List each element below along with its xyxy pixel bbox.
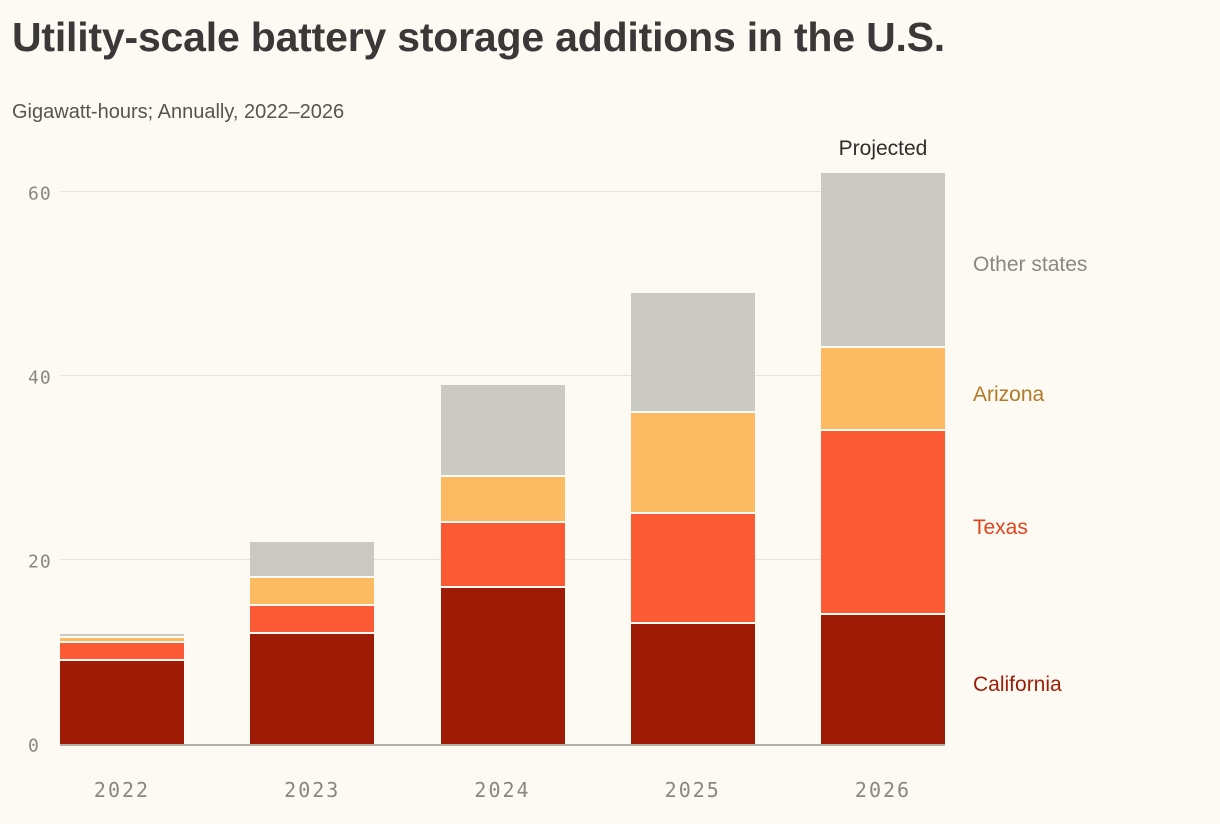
bar-segment-arizona-2025 bbox=[630, 412, 755, 514]
bar-column-2022 bbox=[60, 166, 184, 744]
bar-segment-texas-2022 bbox=[60, 642, 184, 662]
bar-segment-california-2026 bbox=[821, 615, 945, 744]
bar-segment-arizona-2023 bbox=[250, 578, 375, 606]
x-axis: 2022 2023 2024 2025 2026 bbox=[60, 778, 945, 802]
bars-row: Projected bbox=[60, 137, 945, 744]
chart-subtitle: Gigawatt-hours; Annually, 2022–2026 bbox=[12, 101, 345, 123]
bar-segment-arizona-2024 bbox=[440, 477, 565, 524]
bar-stack-2024 bbox=[440, 384, 565, 744]
x-tick-label-2025: 2025 bbox=[664, 778, 721, 802]
x-tick-label-2024: 2024 bbox=[474, 778, 531, 802]
bar-stack-2026 bbox=[821, 173, 945, 744]
bar-segment-arizona-2026 bbox=[821, 348, 945, 431]
bar-segment-texas-2026 bbox=[821, 431, 945, 616]
chart-title: Utility-scale battery storage additions … bbox=[12, 14, 946, 60]
legend: Other states Arizona Texas California bbox=[973, 150, 1208, 800]
x-tick-label-2023: 2023 bbox=[284, 778, 341, 802]
bar-segment-california-2024 bbox=[440, 587, 565, 744]
legend-label-california: California bbox=[973, 673, 1062, 696]
y-tick-label-40: 40 bbox=[28, 367, 52, 389]
bar-segment-texas-2025 bbox=[630, 513, 755, 625]
annotation-projected: Projected bbox=[838, 137, 928, 161]
bar-segment-texas-2023 bbox=[250, 605, 375, 634]
bar-segment-other-states-2025 bbox=[630, 292, 755, 413]
bar-segment-arizona-2022 bbox=[60, 638, 184, 643]
chart-area: Projected 0 20 40 60 2022 2023 2024 2025 2026 O… bbox=[10, 137, 1210, 810]
x-tick-label-2026: 2026 bbox=[854, 778, 912, 802]
bar-column-2025 bbox=[630, 166, 755, 744]
bar-segment-california-2022 bbox=[60, 661, 184, 744]
bar-stack-2022 bbox=[60, 633, 184, 744]
legend-label-other-states: Other states bbox=[973, 253, 1088, 276]
bar-stack-2023 bbox=[250, 541, 375, 744]
bar-segment-texas-2024 bbox=[440, 523, 565, 588]
bar-column-2024 bbox=[440, 166, 565, 744]
bar-segment-other-states-2024 bbox=[440, 384, 565, 478]
bar-column-2026: Projected bbox=[821, 137, 945, 744]
plot-area: Projected bbox=[60, 137, 945, 746]
y-tick-label-20: 20 bbox=[28, 551, 52, 573]
bar-segment-other-states-2022 bbox=[60, 633, 184, 639]
gridline-60 bbox=[60, 190, 945, 192]
bar-segment-other-states-2026 bbox=[821, 173, 945, 349]
gridline-40 bbox=[60, 374, 945, 376]
y-tick-label-60: 60 bbox=[28, 183, 52, 205]
x-tick-label-2022: 2022 bbox=[93, 778, 151, 802]
legend-label-texas: Texas bbox=[973, 516, 1028, 539]
bar-stack-2025 bbox=[630, 292, 755, 744]
legend-label-arizona: Arizona bbox=[973, 383, 1045, 406]
y-tick-label-0: 0 bbox=[28, 735, 40, 757]
bar-segment-california-2025 bbox=[630, 624, 755, 744]
bar-segment-other-states-2023 bbox=[250, 541, 375, 579]
bar-column-2023 bbox=[250, 166, 375, 744]
bar-segment-california-2023 bbox=[250, 633, 375, 744]
